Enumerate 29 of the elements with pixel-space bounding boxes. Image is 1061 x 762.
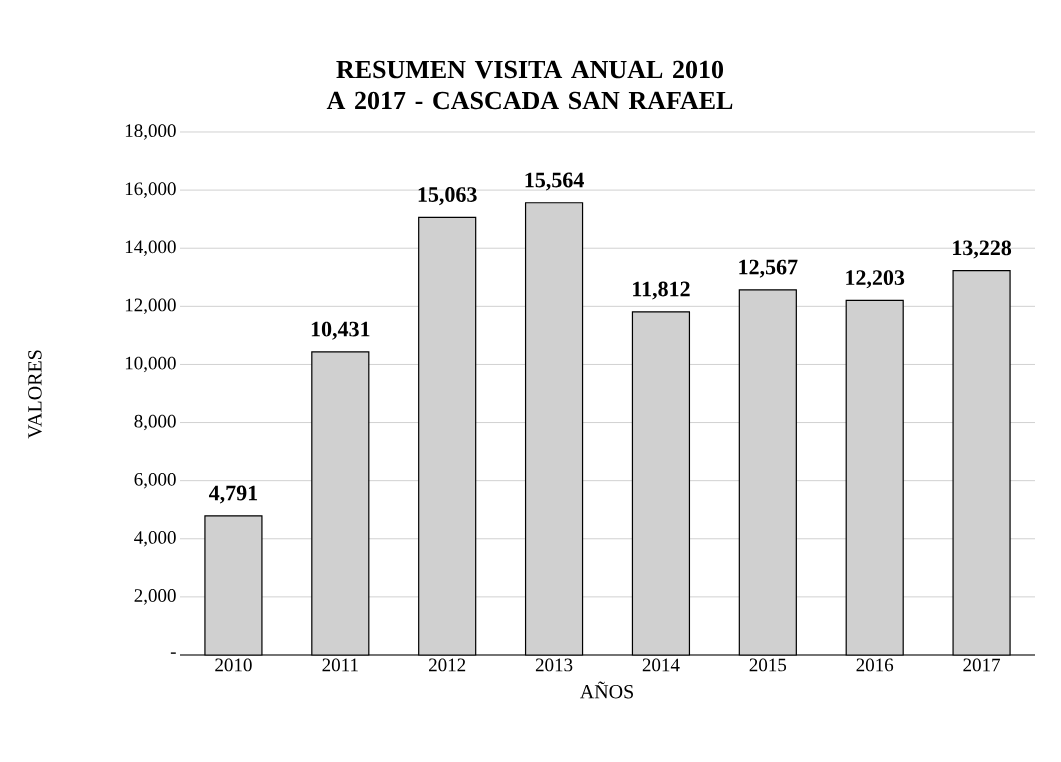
data-label: 15,564 [525,172,584,191]
x-tick-label: 2011 [322,658,358,672]
y-tick-label: 14,000 [125,240,176,256]
data-label: 15,063 [418,187,477,206]
data-label: 11,812 [633,281,690,300]
y-tick-label: - [170,652,176,654]
x-tick-label: 2017 [963,658,1001,672]
data-label: 12,567 [739,259,798,278]
x-tick-label: 2014 [642,658,680,672]
y-tick-label: 6,000 [134,472,176,489]
y-axis-title: VALORES [28,350,42,439]
x-tick-label: 2016 [856,658,894,672]
x-tick-label: 2010 [215,658,252,672]
y-tick-label: 10,000 [125,356,176,373]
chart-title: RESUMEN VISITA ANUAL 2010 A 2017 - CASCADA SAN RAFAEL [326,60,733,110]
data-label: 10,431 [311,321,370,340]
data-label: 4,791 [208,485,258,504]
y-tick-label: 4,000 [134,530,176,547]
y-tick-label: 18,000 [125,124,176,140]
x-tick-label: 2012 [429,658,466,672]
data-label: 12,203 [846,270,905,289]
y-tick-label: 12,000 [125,298,176,315]
x-axis-title: AÑOS [579,681,633,699]
y-tick-label: 8,000 [134,414,176,431]
x-tick-label: 2013 [535,658,573,672]
x-tick-label: 2015 [749,658,787,672]
y-tick-label: 16,000 [125,182,176,198]
y-tick-label: 2,000 [134,589,176,605]
data-label: 13,228 [953,240,1012,259]
